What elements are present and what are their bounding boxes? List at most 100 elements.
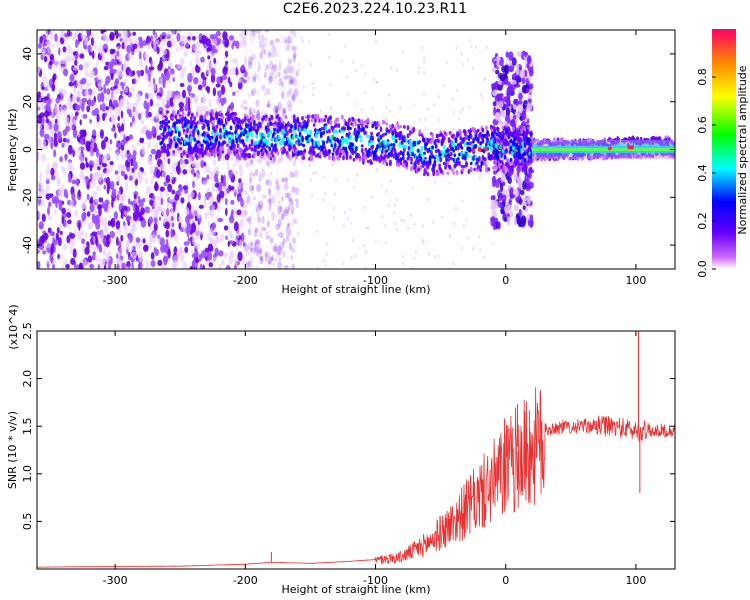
spectrogram-cell [468,147,472,153]
spectrogram-cell [182,169,188,175]
spectrogram-cell [249,171,252,175]
spectrogram-cell [442,136,446,141]
spectrogram-cell [86,82,92,87]
spectrogram-cell [285,171,291,181]
spectrogram-cell [254,248,258,253]
spectrogram-cell [37,152,40,162]
spectrogram-cell [153,208,159,219]
spectrogram-cell [418,129,422,135]
spectrogram-cell [47,125,51,131]
spectrogram-cell [469,133,473,139]
spectrogram-cell [258,30,262,37]
spectrogram-cell [149,179,154,185]
spectrogram-cell [287,153,290,159]
spectrogram-cell [246,137,249,142]
spectrogram-cell [296,188,299,192]
spectrogram-cell [365,134,369,138]
spectrogram-cell [480,171,482,175]
spectrogram-cell [229,125,233,131]
spectrogram-cell [394,222,396,226]
spectrogram-cell [423,92,425,95]
spectrogram-cell [91,109,98,116]
spectrogram-cell [285,158,289,168]
spectrogram-cell [298,131,302,138]
spectrogram-cell [355,146,358,151]
spectrogram-cell [180,197,185,204]
spectrogram-cell [198,253,202,262]
spectrogram-cell [104,199,110,206]
spectrogram-cell [257,207,262,217]
spectrogram-cell [191,235,196,245]
spectrogram-cell [246,217,251,222]
spectrogram-cell [42,250,47,255]
spectrogram-cell [275,178,279,184]
spectrogram-cell [45,185,50,194]
spectrogram-cell [437,138,440,144]
spectrogram-cell [306,114,310,120]
spectrogram-cell [100,129,104,139]
spectrogram-cell [283,133,287,139]
spectrogram-cell [267,256,271,265]
spectrogram-cell [98,153,102,163]
spectrogram-cell [340,114,344,120]
spectrogram-cell [471,67,474,71]
spectrogram-cell [438,118,441,122]
spectrogram-cell [55,232,59,241]
spectrogram-cell [165,190,169,197]
spectrogram-cell [292,53,296,63]
spectrogram-cell [493,200,499,209]
spectrogram-cell [84,232,88,239]
spectrogram-cell [109,139,113,145]
spectrogram-cell [469,161,473,166]
spectrogram-cell [500,93,504,98]
spectrogram-cell [289,40,292,43]
spectrogram-cell [498,133,501,138]
spectrogram-cell [460,146,464,150]
spectrogram-cell [123,57,127,67]
spectrogram-cell [197,84,203,91]
spectrogram-cell [236,182,242,190]
spectrogram-cell [116,228,123,235]
spectrogram-cell [110,73,114,81]
spectrogram-cell [91,231,97,236]
spectrogram-cell [145,130,150,138]
spectrogram-cell [357,125,361,131]
spectrogram-cell [48,30,54,40]
spectrogram-cell [186,127,190,134]
spectrogram-cell [496,128,500,132]
spectrogram-cell [323,118,327,122]
spectrogram-cell [498,100,504,108]
spectrogram-cell [192,43,197,52]
spectrogram-cell [461,199,464,203]
spectrogram-cell [519,69,525,79]
spectrogram-cell [108,98,113,109]
spectrogram-cell [260,196,267,204]
spectrogram-cell [254,229,257,238]
spectrogram-cell [225,197,228,206]
spectrogram-cell [46,163,50,171]
spectrogram-cell [219,190,225,199]
spectrogram-cell [283,185,287,193]
spectrogram-cell [243,106,248,111]
spectrogram-cell [185,134,188,139]
spectrogram-cell [196,211,202,219]
spectrogram-cell [207,169,211,175]
spectrogram-cell [93,40,97,51]
spectrogram-cell [139,261,143,269]
spectrogram-cell [186,231,190,238]
spectrogram-cell [152,36,157,46]
spectrogram-cell [270,257,274,262]
spectrogram-cell [509,187,514,194]
spectrogram-cell [257,150,261,156]
spectrogram-cell [59,156,63,163]
spectrogram-cell [494,162,498,169]
spectrogram-cell [262,219,266,224]
spectrogram-cell [148,66,155,71]
spectrogram-cell [442,145,446,150]
spectrogram-cell [222,31,228,41]
spectrogram-cell [381,183,384,187]
spectrogram-cell [448,164,452,170]
spectrogram-cell [182,261,188,269]
spectrogram-cell [395,198,398,202]
spectrogram-cell [155,195,161,201]
